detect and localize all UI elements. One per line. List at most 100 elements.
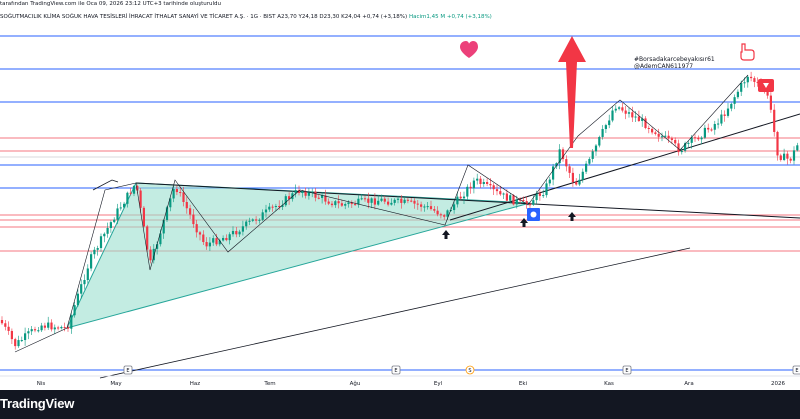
candle[interactable] bbox=[674, 137, 677, 147]
candle[interactable] bbox=[192, 208, 195, 228]
candle[interactable] bbox=[86, 264, 89, 284]
candle[interactable] bbox=[654, 130, 657, 136]
candle[interactable] bbox=[545, 179, 548, 198]
candle[interactable] bbox=[420, 201, 423, 212]
candle[interactable] bbox=[4, 320, 7, 331]
candle[interactable] bbox=[301, 189, 304, 198]
candle[interactable] bbox=[258, 218, 261, 224]
candle[interactable] bbox=[561, 147, 565, 162]
candle[interactable] bbox=[396, 196, 400, 204]
candle[interactable] bbox=[255, 216, 258, 225]
candle[interactable] bbox=[664, 131, 667, 139]
candle[interactable] bbox=[50, 319, 53, 332]
candle[interactable] bbox=[783, 148, 786, 162]
candle[interactable] bbox=[614, 105, 617, 113]
candle[interactable] bbox=[538, 189, 541, 201]
candle[interactable] bbox=[33, 326, 37, 333]
candle[interactable] bbox=[189, 204, 192, 220]
candle[interactable] bbox=[198, 230, 202, 241]
candle[interactable] bbox=[182, 186, 185, 207]
candle[interactable] bbox=[756, 77, 759, 87]
candle[interactable] bbox=[598, 135, 601, 148]
candle[interactable] bbox=[0, 316, 4, 325]
candle[interactable] bbox=[611, 106, 614, 123]
candle[interactable] bbox=[337, 195, 340, 209]
earnings-badge-icon[interactable]: E bbox=[391, 365, 401, 375]
candle[interactable] bbox=[558, 144, 561, 170]
candle[interactable] bbox=[436, 206, 439, 217]
candle[interactable] bbox=[466, 184, 469, 200]
earnings-badge-icon[interactable]: E bbox=[622, 365, 632, 375]
candle[interactable] bbox=[30, 326, 33, 335]
candle[interactable] bbox=[512, 194, 515, 206]
candle[interactable] bbox=[439, 212, 442, 219]
candle[interactable] bbox=[779, 153, 782, 162]
candle[interactable] bbox=[162, 218, 165, 239]
candle[interactable] bbox=[670, 136, 673, 145]
candle[interactable] bbox=[142, 205, 145, 228]
candle[interactable] bbox=[581, 168, 584, 183]
triangle-pattern[interactable] bbox=[66, 182, 531, 329]
symbol-legend[interactable]: SOĞUTMACILIK KLİMA SOĞUK HAVA TESİSLERİ … bbox=[0, 14, 492, 20]
candle[interactable] bbox=[657, 128, 660, 142]
candle[interactable] bbox=[324, 189, 327, 205]
candle[interactable] bbox=[126, 191, 129, 208]
candle[interactable] bbox=[410, 197, 413, 203]
candle[interactable] bbox=[525, 196, 528, 209]
candle[interactable] bbox=[776, 130, 779, 161]
candle[interactable] bbox=[773, 104, 776, 137]
candle[interactable] bbox=[390, 198, 393, 206]
candle[interactable] bbox=[627, 107, 631, 118]
candle[interactable] bbox=[70, 312, 73, 334]
candle[interactable] bbox=[565, 155, 568, 172]
candle[interactable] bbox=[476, 173, 479, 185]
dividend-badge-icon[interactable]: S bbox=[465, 365, 475, 375]
candle[interactable] bbox=[406, 198, 409, 204]
candle[interactable] bbox=[393, 198, 396, 206]
candle[interactable] bbox=[720, 109, 723, 126]
candle[interactable] bbox=[403, 197, 406, 205]
candle[interactable] bbox=[647, 125, 650, 134]
candle[interactable] bbox=[469, 182, 472, 194]
candle[interactable] bbox=[753, 76, 756, 88]
candle[interactable] bbox=[571, 167, 574, 187]
trend-lines[interactable] bbox=[99, 113, 800, 379]
candle[interactable] bbox=[146, 224, 149, 253]
candle[interactable] bbox=[288, 192, 291, 205]
candle[interactable] bbox=[357, 195, 360, 208]
candle[interactable] bbox=[703, 124, 706, 140]
candle[interactable] bbox=[248, 217, 251, 226]
candle[interactable] bbox=[750, 71, 753, 82]
candle[interactable] bbox=[350, 200, 353, 209]
candle[interactable] bbox=[367, 192, 370, 209]
candle[interactable] bbox=[132, 184, 136, 197]
candle[interactable] bbox=[284, 194, 287, 207]
candle[interactable] bbox=[730, 102, 733, 112]
candle[interactable] bbox=[57, 325, 60, 331]
candle[interactable] bbox=[423, 204, 426, 212]
candle[interactable] bbox=[736, 89, 739, 99]
candle[interactable] bbox=[96, 245, 99, 256]
candle[interactable] bbox=[505, 189, 508, 202]
candle[interactable] bbox=[327, 198, 330, 206]
candle[interactable] bbox=[238, 229, 241, 238]
candle[interactable] bbox=[212, 235, 215, 246]
candle[interactable] bbox=[195, 219, 198, 238]
candle[interactable] bbox=[208, 237, 211, 251]
candle[interactable] bbox=[241, 220, 244, 236]
candle[interactable] bbox=[7, 321, 10, 335]
candle[interactable] bbox=[268, 202, 271, 212]
candle[interactable] bbox=[548, 176, 551, 187]
candle[interactable] bbox=[172, 186, 175, 203]
candle[interactable] bbox=[47, 316, 50, 330]
candle[interactable] bbox=[20, 336, 23, 342]
candle[interactable] bbox=[740, 80, 743, 96]
candle[interactable] bbox=[786, 151, 789, 165]
candle[interactable] bbox=[552, 163, 555, 186]
candle[interactable] bbox=[697, 135, 700, 141]
candle[interactable] bbox=[106, 222, 109, 238]
earnings-badge-icon[interactable]: E bbox=[792, 365, 800, 375]
candle[interactable] bbox=[492, 183, 495, 195]
candle[interactable] bbox=[116, 203, 119, 225]
candle[interactable] bbox=[769, 92, 772, 113]
